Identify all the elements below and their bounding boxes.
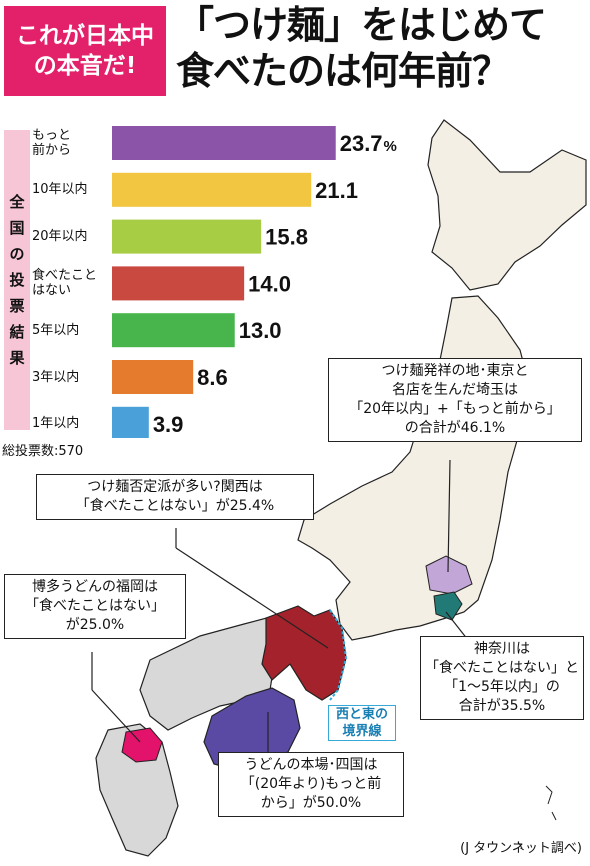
east-west-border-note: 西と東の 境界線 [328, 705, 396, 741]
map-fukuoka [121, 727, 163, 763]
leader-lines [91, 459, 469, 754]
bar-value-label: 3.9 [153, 412, 184, 437]
border-note-line1: 西と東の [335, 707, 388, 722]
map-hokkaido [427, 119, 587, 291]
callout-kanagawa-line: 神奈川は [474, 641, 530, 657]
callout-saitama: つけ麺発祥の地･東京と 名店を生んだ埼玉は「20年以内」+「もっと前から」 の合計が… [328, 358, 582, 442]
nationwide-results-label: 全国の投票結果 [4, 130, 30, 430]
headline-line2: 食べたのは何年前？ [176, 49, 510, 93]
bar [112, 266, 245, 301]
category-label-line: 1年以内 [32, 416, 80, 432]
callout-shikoku: うどんの本場･四国は 「(20年より)もっと前 から」が50.0% [218, 752, 404, 817]
map-saitama [425, 555, 473, 595]
east-west-boundary [329, 609, 348, 701]
side-label-char: 全 [9, 193, 25, 211]
callout-kanagawa-line: 「食べたことはない」と [425, 660, 579, 676]
source-credit: (J タウンネット調べ) [460, 841, 582, 856]
category-label-line: 前から [32, 143, 72, 158]
bar-value-label: 15.8 [265, 225, 308, 250]
category-label-line: 20年以内 [32, 229, 88, 245]
total-votes: 総投票数:570 [2, 444, 84, 459]
category-label-line: 食べたこと [32, 268, 98, 284]
headline-line1: 「つけ麺」をはじめて [176, 3, 547, 47]
category-label: 食べたこと はない [32, 268, 108, 298]
headline: 「つけ麺」をはじめて 食べたのは何年前？ [176, 2, 586, 94]
bar [112, 219, 262, 254]
title-tag-line2: の本音だ! [33, 53, 137, 79]
callout-kansai: つけ麺否定派が多い?関西は 「食べたことはない」が25.4% [36, 474, 314, 520]
category-label: もっと 前から [32, 128, 108, 158]
leader-kansai-2 [175, 547, 329, 649]
map-kanagawa [433, 591, 463, 621]
bar [112, 313, 235, 348]
category-label: 5年以内 [32, 323, 108, 338]
category-label-line: 5年以内 [32, 322, 80, 338]
side-label-char: 投 [9, 271, 25, 289]
category-label-line: はない [32, 283, 72, 299]
side-label-char: 国 [9, 219, 25, 237]
bar [112, 406, 149, 438]
callout-saitama-line: 「20年以内」+「もっと前から」 [349, 401, 561, 417]
category-label: 20年以内 [32, 229, 108, 244]
callout-shikoku-line: から」が50.0% [260, 795, 362, 811]
title-tag-line1: これが日本中 [16, 23, 154, 49]
bar [112, 126, 336, 160]
callout-fukuoka: 博多うどんの福岡は 「食べたことはない」 が25.0% [4, 574, 186, 639]
callout-saitama-line: つけ麺発祥の地･東京と [381, 363, 529, 379]
leader-kanagawa [445, 611, 469, 641]
callout-shikoku-line: 「(20年より)もっと前 [240, 776, 382, 792]
leader-fukuoka-2 [91, 689, 141, 743]
bar-unit-label: % [384, 138, 397, 155]
category-label-line: もっと [32, 128, 72, 143]
category-label-line: 3年以内 [32, 369, 80, 385]
side-label-char: 果 [9, 349, 25, 367]
callout-kansai-line: 「食べたことはない」が25.4% [75, 498, 275, 514]
bar-chart: 23.7 % 21.1 15.8 14.0 13.0 8.6 3.9 [112, 126, 397, 438]
side-label-char: の [9, 245, 25, 263]
callout-kansai-line: つけ麺否定派が多い?関西は [87, 479, 263, 495]
category-label: 1年以内 [32, 416, 108, 431]
border-note-line2: 境界線 [342, 724, 382, 739]
callout-fukuoka-line: が25.0% [65, 617, 125, 633]
callout-shikoku-line: うどんの本場･四国は [244, 757, 378, 773]
callout-saitama-line: の合計が46.1% [404, 420, 506, 436]
bar-value-label: 14.0 [248, 271, 291, 296]
category-label-line: 10年以内 [32, 182, 88, 198]
side-label-char: 票 [9, 297, 25, 315]
callout-fukuoka-line: 博多うどんの福岡は [32, 579, 158, 595]
side-label-char: 結 [9, 323, 25, 341]
leader-saitama [447, 459, 451, 573]
callout-saitama-line: 名店を生んだ埼玉は [392, 382, 518, 398]
callout-fukuoka-line: 「食べたことはない」 [25, 598, 165, 614]
title-tag: これが日本中 の本音だ! [4, 6, 166, 96]
map-kansai [261, 605, 347, 701]
bar-value-label: 21.1 [315, 178, 358, 203]
category-label: 3年以内 [32, 370, 108, 385]
bar [112, 172, 312, 207]
bar-value-label: 13.0 [239, 318, 282, 343]
map-islands [517, 785, 557, 849]
bar [112, 360, 194, 394]
callout-kanagawa-line: 「1～5年以内」の [444, 679, 560, 695]
bar-value-label: 23.7 [340, 131, 383, 156]
callout-kanagawa: 神奈川は「食べたことはない」と 「1～5年以内」の 合計が35.5% [420, 636, 584, 720]
category-label: 10年以内 [32, 182, 108, 197]
callout-kanagawa-line: 合計が35.5% [458, 698, 546, 714]
bar-value-label: 8.6 [197, 365, 228, 390]
